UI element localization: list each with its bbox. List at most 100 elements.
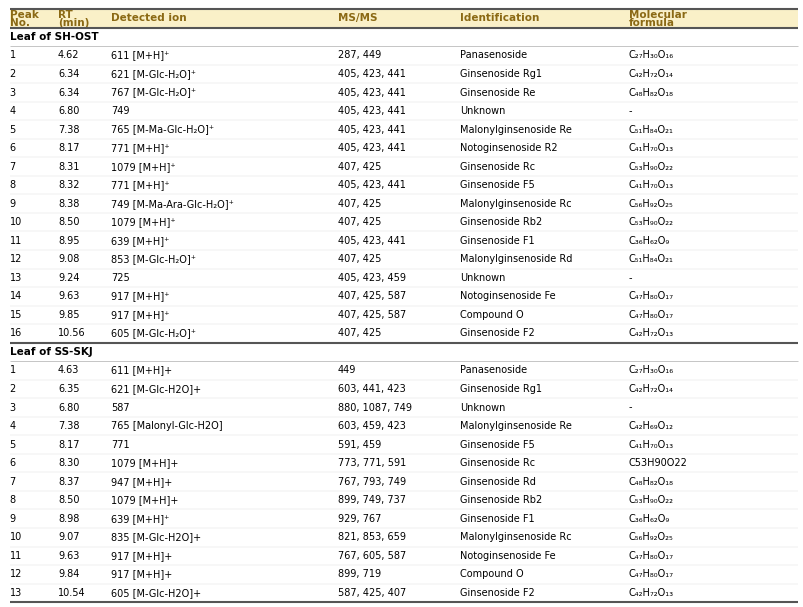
Text: Ginsenoside Rb2: Ginsenoside Rb2 xyxy=(459,217,541,227)
Text: 587: 587 xyxy=(111,402,129,413)
Text: 407, 425: 407, 425 xyxy=(337,198,381,209)
Text: 8.30: 8.30 xyxy=(58,458,79,468)
Text: C₅₁H₈₄O₂₁: C₅₁H₈₄O₂₁ xyxy=(628,124,673,135)
Text: C₄₇H₈₀O₁₇: C₄₇H₈₀O₁₇ xyxy=(628,291,673,301)
Text: Detected ion: Detected ion xyxy=(111,13,186,24)
Text: 407, 425: 407, 425 xyxy=(337,161,381,172)
Text: 407, 425, 587: 407, 425, 587 xyxy=(337,310,406,320)
Text: 2: 2 xyxy=(10,384,16,394)
Text: 15: 15 xyxy=(10,310,22,320)
Text: C₄₇H₈₀O₁₇: C₄₇H₈₀O₁₇ xyxy=(628,551,673,561)
Text: 8.50: 8.50 xyxy=(58,217,79,227)
Text: 449: 449 xyxy=(337,365,356,376)
Text: C₄₁H₇₀O₁₃: C₄₁H₇₀O₁₃ xyxy=(628,143,673,153)
Text: C₄₂H₇₂O₁₄: C₄₂H₇₂O₁₄ xyxy=(628,69,673,79)
Text: 880, 1087, 749: 880, 1087, 749 xyxy=(337,402,411,413)
Text: (min): (min) xyxy=(58,18,89,28)
Text: 767, 793, 749: 767, 793, 749 xyxy=(337,476,406,487)
Text: Peak: Peak xyxy=(10,10,39,19)
Text: 771: 771 xyxy=(111,439,129,450)
Text: MS/MS: MS/MS xyxy=(337,13,377,24)
Text: Unknown: Unknown xyxy=(459,106,504,116)
Text: 8.31: 8.31 xyxy=(58,161,79,172)
Text: 4: 4 xyxy=(10,106,16,116)
Text: Unknown: Unknown xyxy=(459,273,504,283)
Bar xyxy=(10,9,797,28)
Text: 6.34: 6.34 xyxy=(58,87,79,98)
Text: 8.17: 8.17 xyxy=(58,143,79,153)
Text: C₄₁H₇₀O₁₃: C₄₁H₇₀O₁₃ xyxy=(628,180,673,190)
Text: Ginsenoside F1: Ginsenoside F1 xyxy=(459,514,534,524)
Text: Ginsenoside F2: Ginsenoside F2 xyxy=(459,328,534,339)
Text: 3: 3 xyxy=(10,402,16,413)
Text: Malonylginsenoside Rd: Malonylginsenoside Rd xyxy=(459,254,572,264)
Text: 771 [M+H]⁺: 771 [M+H]⁺ xyxy=(111,180,169,190)
Text: 8.17: 8.17 xyxy=(58,439,79,450)
Text: 591, 459: 591, 459 xyxy=(337,439,381,450)
Text: 8.95: 8.95 xyxy=(58,236,79,246)
Text: 405, 423, 441: 405, 423, 441 xyxy=(337,87,405,98)
Text: Ginsenoside Rc: Ginsenoside Rc xyxy=(459,458,534,468)
Text: 405, 423, 441: 405, 423, 441 xyxy=(337,180,405,190)
Text: 639 [M+H]⁺: 639 [M+H]⁺ xyxy=(111,236,169,246)
Text: 7.38: 7.38 xyxy=(58,421,79,431)
Text: 3: 3 xyxy=(10,87,16,98)
Text: Notoginsenoside Fe: Notoginsenoside Fe xyxy=(459,291,555,301)
Text: 6.80: 6.80 xyxy=(58,106,79,116)
Text: C₅₆H₉₂O₂₅: C₅₆H₉₂O₂₅ xyxy=(628,532,673,542)
Text: 9: 9 xyxy=(10,514,16,524)
Text: -: - xyxy=(628,402,631,413)
Text: 9.63: 9.63 xyxy=(58,551,79,561)
Text: 1079 [M+H]⁺: 1079 [M+H]⁺ xyxy=(111,161,175,172)
Text: 8.50: 8.50 xyxy=(58,495,79,505)
Text: 4.63: 4.63 xyxy=(58,365,79,376)
Text: 9.07: 9.07 xyxy=(58,532,79,542)
Text: C₄₇H₈₀O₁₇: C₄₇H₈₀O₁₇ xyxy=(628,310,673,320)
Text: 6.35: 6.35 xyxy=(58,384,79,394)
Text: Ginsenoside Rb2: Ginsenoside Rb2 xyxy=(459,495,541,505)
Text: 8.38: 8.38 xyxy=(58,198,79,209)
Text: 16: 16 xyxy=(10,328,22,339)
Text: Ginsenoside Rd: Ginsenoside Rd xyxy=(459,476,535,487)
Text: C₅₃H₉₀O₂₂: C₅₃H₉₀O₂₂ xyxy=(628,217,673,227)
Text: 765 [M-Ma-Glc-H₂O]⁺: 765 [M-Ma-Glc-H₂O]⁺ xyxy=(111,124,214,135)
Text: 9.63: 9.63 xyxy=(58,291,79,301)
Text: 917 [M+H]⁺: 917 [M+H]⁺ xyxy=(111,310,169,320)
Text: 8.32: 8.32 xyxy=(58,180,79,190)
Text: 1: 1 xyxy=(10,50,16,61)
Text: C₅₆H₉₂O₂₅: C₅₆H₉₂O₂₅ xyxy=(628,198,673,209)
Text: C₅₃H₉₀O₂₂: C₅₃H₉₀O₂₂ xyxy=(628,495,673,505)
Text: 10.56: 10.56 xyxy=(58,328,85,339)
Text: 407, 425, 587: 407, 425, 587 xyxy=(337,291,406,301)
Text: 4.62: 4.62 xyxy=(58,50,79,61)
Text: 405, 423, 441: 405, 423, 441 xyxy=(337,106,405,116)
Text: 6.34: 6.34 xyxy=(58,69,79,79)
Text: 9: 9 xyxy=(10,198,16,209)
Text: 603, 441, 423: 603, 441, 423 xyxy=(337,384,405,394)
Text: 1079 [M+H]+: 1079 [M+H]+ xyxy=(111,495,178,505)
Text: Molecular: Molecular xyxy=(628,10,686,19)
Text: 407, 425: 407, 425 xyxy=(337,328,381,339)
Text: 765 [Malonyl-Glc-H2O]: 765 [Malonyl-Glc-H2O] xyxy=(111,421,222,431)
Text: 6: 6 xyxy=(10,143,16,153)
Text: C₅₁H₈₄O₂₁: C₅₁H₈₄O₂₁ xyxy=(628,254,673,264)
Text: 7.38: 7.38 xyxy=(58,124,79,135)
Text: 917 [M+H]⁺: 917 [M+H]⁺ xyxy=(111,291,169,301)
Text: C₄₈H₈₂O₁₈: C₄₈H₈₂O₁₈ xyxy=(628,476,673,487)
Text: Panasenoside: Panasenoside xyxy=(459,50,526,61)
Text: C₅₃H₉₀O₂₂: C₅₃H₉₀O₂₂ xyxy=(628,161,673,172)
Text: 405, 423, 441: 405, 423, 441 xyxy=(337,124,405,135)
Text: 605 [M-Glc-H₂O]⁺: 605 [M-Glc-H₂O]⁺ xyxy=(111,328,196,339)
Text: 767, 605, 587: 767, 605, 587 xyxy=(337,551,406,561)
Text: 405, 423, 441: 405, 423, 441 xyxy=(337,236,405,246)
Text: C₂₇H₃₀O₁₆: C₂₇H₃₀O₁₆ xyxy=(628,50,673,61)
Text: 405, 423, 459: 405, 423, 459 xyxy=(337,273,406,283)
Text: 13: 13 xyxy=(10,273,22,283)
Text: -: - xyxy=(628,273,631,283)
Text: 587, 425, 407: 587, 425, 407 xyxy=(337,588,406,598)
Text: 10.54: 10.54 xyxy=(58,588,85,598)
Text: 6: 6 xyxy=(10,458,16,468)
Text: 947 [M+H]+: 947 [M+H]+ xyxy=(111,476,172,487)
Text: 12: 12 xyxy=(10,569,22,579)
Text: 5: 5 xyxy=(10,124,16,135)
